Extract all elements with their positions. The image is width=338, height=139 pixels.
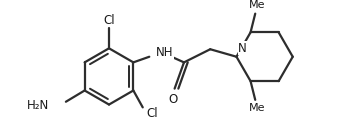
Text: Me: Me [249,0,265,10]
Text: N: N [238,42,247,55]
Text: Me: Me [249,103,265,113]
Text: Cl: Cl [146,107,158,120]
Text: Cl: Cl [103,14,115,27]
Text: H₂N: H₂N [27,99,49,112]
Text: NH: NH [156,46,173,59]
Text: O: O [168,93,177,106]
